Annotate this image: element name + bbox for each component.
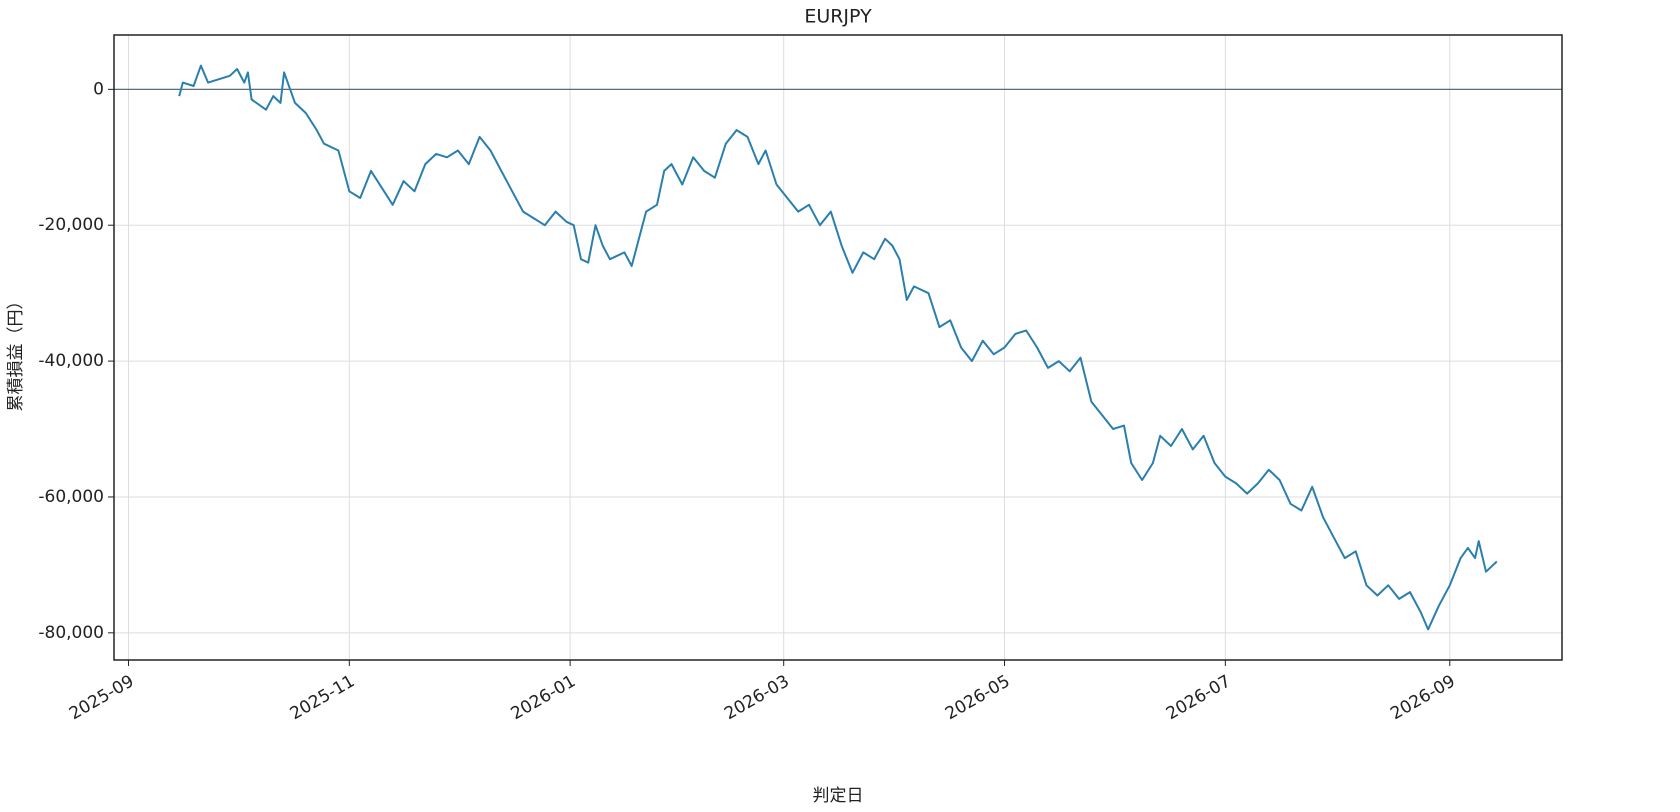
x-tick-label: 2026-07 xyxy=(1163,671,1235,724)
data-line xyxy=(178,64,1498,631)
y-tick-label: 0 xyxy=(93,79,104,99)
x-axis-label: 判定日 xyxy=(813,786,864,806)
x-tick-label: 2025-11 xyxy=(287,671,359,724)
chart-title: EURJPY xyxy=(804,6,872,28)
x-tick-label: 2025-09 xyxy=(66,671,138,724)
x-tick-label: 2026-03 xyxy=(721,671,793,724)
x-tick-label: 2026-05 xyxy=(942,671,1014,724)
x-tick-label: 2026-01 xyxy=(508,671,580,724)
y-axis-label: 累積損益（円） xyxy=(6,293,26,412)
y-tick-label: -60,000 xyxy=(38,487,104,507)
y-tick-label: -20,000 xyxy=(38,215,104,235)
y-tick-label: -80,000 xyxy=(38,623,104,643)
plot-frame xyxy=(113,34,1563,661)
y-tick-label: -40,000 xyxy=(38,351,104,371)
x-tick-label: 2026-09 xyxy=(1387,671,1459,724)
